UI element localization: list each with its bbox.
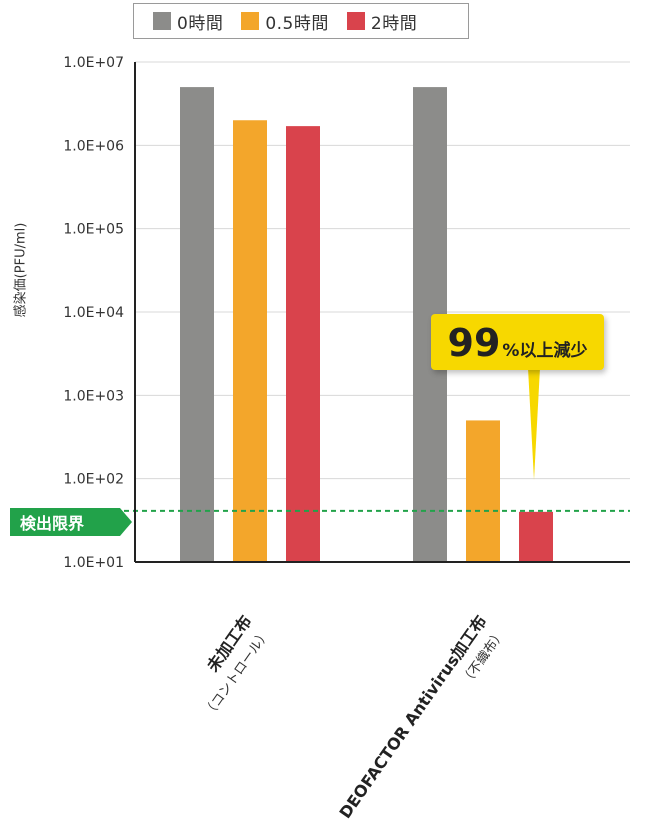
y-tick-label: 1.0E+07 [63, 55, 124, 71]
y-axis-label: 感染価(PFU/ml) [13, 222, 29, 318]
y-tick-label: 1.0E+03 [63, 388, 124, 404]
callout-percent: % [502, 341, 520, 361]
reduction-callout: 99 % 以上減少 [431, 314, 604, 370]
bar [233, 120, 267, 562]
y-tick-label: 1.0E+02 [63, 472, 124, 488]
legend-label-0h: 0時間 [177, 13, 224, 34]
y-tick-label: 1.0E+01 [63, 555, 124, 571]
y-tick-labels: 1.0E+01 1.0E+02 1.0E+03 1.0E+04 1.0E+05 1.0E+… [63, 55, 124, 571]
legend-item-0h: 0時間 [153, 9, 223, 34]
legend-item-2h: 2時間 [346, 9, 418, 34]
legend-swatch-2h [346, 12, 365, 30]
bars [180, 87, 553, 563]
legend-swatch-0h [153, 12, 171, 30]
callout-text: 以上減少 [519, 341, 588, 361]
grid-lines [135, 61, 630, 480]
legend: 0時間 0.5時間 2時間 [133, 3, 469, 39]
y-tick-label: 1.0E+04 [63, 305, 124, 321]
callout-number: 99 [447, 321, 501, 365]
legend-label-0-5h: 0.5時間 [265, 13, 329, 34]
bar [519, 511, 553, 562]
bar [286, 126, 320, 562]
bar-chart: 1.0E+01 1.0E+02 1.0E+03 1.0E+04 1.0E+05 1.0E+… [63, 55, 630, 571]
legend-swatch-0-5h [241, 12, 260, 30]
bar [466, 420, 500, 562]
y-tick-label: 1.0E+05 [63, 222, 124, 238]
callout-pointer [528, 368, 540, 480]
legend-item-0-5h: 0.5時間 [241, 9, 329, 34]
y-tick-label: 1.0E+06 [63, 138, 124, 154]
bar [180, 87, 214, 563]
detection-limit-badge: 検出限界 [10, 508, 132, 536]
legend-label-2h: 2時間 [370, 13, 418, 34]
